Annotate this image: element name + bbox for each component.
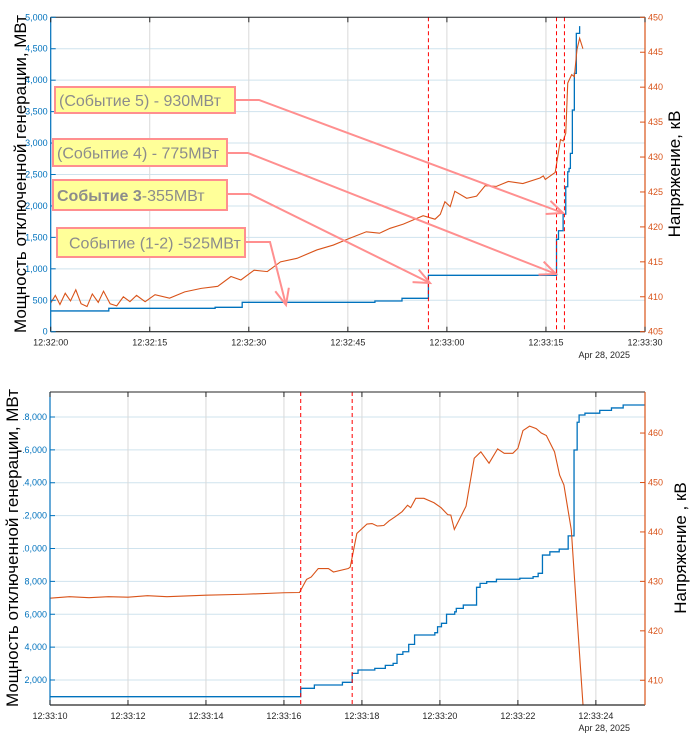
left-tick-label: 3,500: [25, 107, 48, 117]
annotation-label: (Событие 4) - 775МВт: [57, 146, 220, 163]
annotation-label: Событие 3-355МВт: [57, 188, 205, 205]
right-tick-label: 435: [648, 117, 663, 127]
left-tick-label: 2,500: [25, 170, 48, 180]
annotation-label-text: -355МВт: [142, 188, 205, 205]
left-tick-label: 1,500: [25, 232, 48, 242]
arrowhead-icon: [412, 268, 433, 285]
annotation-label: (Событие 5) - 930МВт: [59, 93, 222, 110]
arrowhead-icon: [545, 200, 566, 215]
annotation-arrow: [227, 152, 557, 275]
x-tick-label: 12:33:30: [627, 338, 662, 348]
annotation-label-text: Событие (1-2) -525МВт: [69, 236, 241, 253]
left-tick-label: 12,000: [19, 511, 47, 521]
right-tick-label: 450: [648, 12, 663, 22]
generation-loss-series: [50, 26, 581, 312]
x-tick-label: 12:32:30: [231, 338, 266, 348]
right-tick-label: 460: [648, 428, 663, 438]
annotation-label-bold: Событие 3: [57, 188, 142, 205]
left-tick-labels: 2,000 4,000 6,000 8,000 10,000 12,000 14,000 16…: [19, 412, 47, 685]
arrowhead-icon: [274, 287, 290, 308]
annotation-arrow: [235, 99, 564, 214]
x-tick-label: 12:32:45: [330, 338, 365, 348]
generation-loss-series: [50, 404, 645, 698]
right-tick-label: 440: [648, 82, 663, 92]
right-tick-label: 420: [648, 222, 663, 232]
annotation-box: [56, 227, 246, 258]
right-tick-label: 430: [648, 152, 663, 162]
left-axis-title: Мощность отключенной генерации, МВт: [3, 389, 22, 707]
right-tick-label: 430: [648, 576, 663, 586]
annotation-arrow: [245, 241, 287, 306]
right-tick-label: 450: [648, 477, 663, 487]
arrowhead-icon: [538, 260, 559, 276]
right-tick-label: 425: [648, 187, 663, 197]
bottom-chart: 12:33:10 12:33:12 12:33:14 12:33:16 12:33:18…: [3, 389, 690, 733]
x-tick-label: 12:33:16: [266, 711, 301, 721]
date-label: Apr 28, 2025: [578, 350, 630, 360]
annotation-box: [54, 86, 236, 114]
right-tick-label: 440: [648, 527, 663, 537]
right-axis-title: Напряжение, кВ: [665, 111, 684, 238]
left-tick-label: 6,000: [24, 609, 47, 619]
x-tick-label: 12:32:15: [132, 338, 167, 348]
voltage-series: [50, 36, 584, 308]
annotation-label: Событие (1-2) -525МВт: [69, 236, 241, 253]
annotation-box: [52, 138, 228, 167]
right-axis-title: Напряжение , кВ: [671, 482, 690, 614]
left-tick-label: 2,000: [25, 201, 48, 211]
left-tick-label: 14,000: [19, 478, 47, 488]
x-tick-label: 12:33:24: [578, 711, 613, 721]
x-tick-label: 12:33:20: [422, 711, 457, 721]
right-tick-label: 420: [648, 626, 663, 636]
date-label: Apr 28, 2025: [578, 723, 630, 733]
left-tick-label: 0: [43, 327, 48, 337]
annotation-arrow: [227, 193, 431, 284]
annotation-box: [52, 179, 228, 211]
x-tick-label: 12:33:00: [429, 338, 464, 348]
left-tick-label: 1,000: [25, 264, 48, 274]
left-tick-label: 4,000: [24, 642, 47, 652]
left-tick-label: 500: [33, 295, 48, 305]
left-tick-label: 8,000: [24, 576, 47, 586]
x-tick-label: 12:33:14: [188, 711, 223, 721]
annotation-label-text: (Событие 4) - 775МВт: [57, 146, 220, 163]
left-tick-label: 5,000: [25, 12, 48, 22]
left-tick-labels: 0 500 1,000 1,500 2,000 2,500 3,000 3,500 4,000 4…: [25, 12, 48, 336]
left-axis-title: Мощность отключенной генерации, МВт: [11, 15, 30, 333]
right-tick-label: 445: [648, 47, 663, 57]
right-tick-label: 405: [648, 327, 663, 337]
right-tick-label: 410: [648, 292, 663, 302]
annotation-label-text: (Событие 5) - 930МВт: [59, 93, 222, 110]
x-tick-label: 12:32:00: [33, 338, 68, 348]
left-tick-label: 4,000: [25, 75, 48, 85]
x-tick-label: 12:33:12: [110, 711, 145, 721]
left-tick-label: 18,000: [19, 412, 47, 422]
voltage-series: [50, 425, 584, 705]
x-tick-label: 12:33:18: [344, 711, 379, 721]
x-tick-label: 12:33:15: [528, 338, 563, 348]
left-tick-label: 10,000: [19, 544, 47, 554]
top-chart: 12:32:00 12:32:15 12:32:30 12:32:45 12:33:00…: [11, 12, 684, 360]
left-tick-label: 3,000: [25, 138, 48, 148]
x-tick-label: 12:33:22: [500, 711, 535, 721]
right-tick-label: 415: [648, 257, 663, 267]
left-tick-label: 16,000: [19, 445, 47, 455]
x-tick-label: 12:33:10: [32, 711, 67, 721]
right-tick-label: 410: [648, 675, 663, 685]
left-tick-label: 2,000: [24, 675, 47, 685]
left-tick-label: 4,500: [25, 44, 48, 54]
